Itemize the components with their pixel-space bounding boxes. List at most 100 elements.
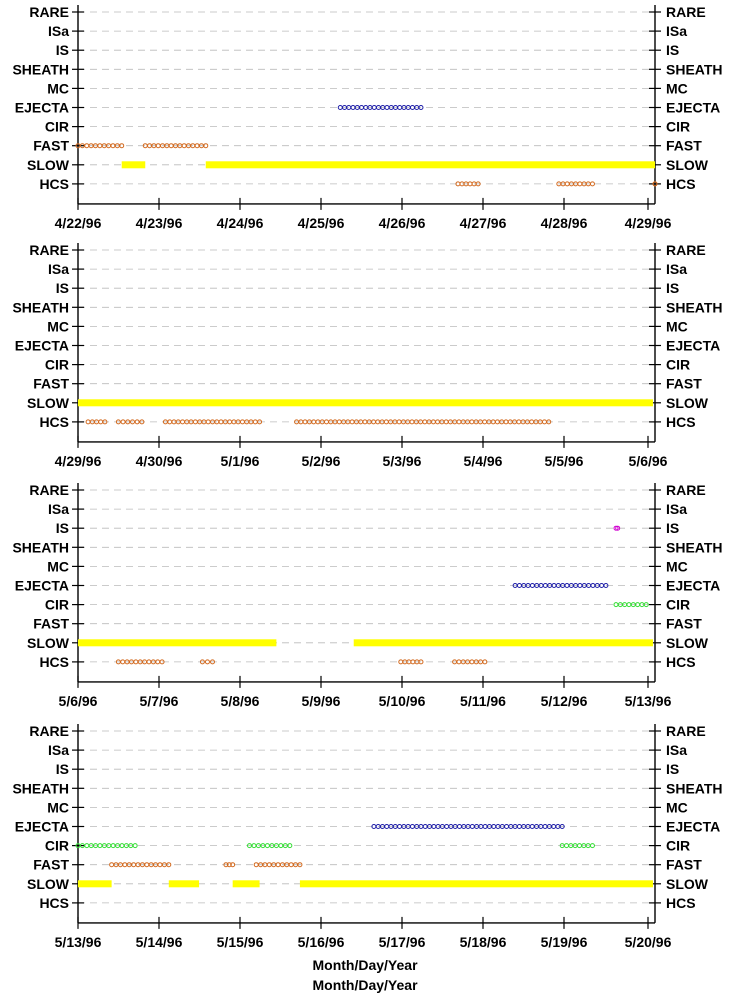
data-point	[541, 419, 547, 425]
data-point	[180, 419, 186, 425]
data-point	[257, 419, 263, 425]
y-tick-label: CIR	[45, 119, 69, 135]
data-point	[475, 181, 481, 187]
x-tick-label: 5/16/96	[298, 934, 345, 950]
x-tick-label: 4/29/96	[55, 453, 102, 469]
y-tick-label-right: SHEATH	[666, 299, 723, 315]
data-point	[396, 419, 402, 425]
x-tick-label: 5/6/96	[59, 693, 98, 709]
y-tick-label: RARE	[29, 242, 69, 258]
y-tick-label-right: MC	[666, 799, 688, 815]
y-tick-label: ISa	[48, 501, 69, 517]
y-tick-label-right: FAST	[666, 138, 702, 154]
x-tick-label: 5/20/96	[625, 934, 672, 950]
y-tick-label: FAST	[33, 138, 69, 154]
x-tick-label: 4/28/96	[541, 215, 588, 231]
data-point	[409, 824, 415, 829]
data-segment-slow	[232, 880, 260, 888]
y-tick-label: SLOW	[27, 635, 70, 651]
y-tick-label-right: HCS	[666, 895, 696, 911]
data-point	[652, 181, 658, 187]
data-point	[564, 843, 570, 849]
data-point	[230, 862, 236, 868]
data-point	[516, 824, 522, 829]
data-point	[504, 824, 510, 829]
data-point	[223, 862, 229, 868]
y-tick-label: EJECTA	[15, 338, 69, 354]
x-axis-label-repeat: Month/Day/Year	[312, 977, 418, 993]
data-point	[564, 583, 570, 588]
data-point	[226, 862, 232, 868]
y-tick-label-right: EJECTA	[666, 338, 720, 354]
x-tick-label: 4/24/96	[217, 215, 264, 231]
x-tick-label: 5/10/96	[379, 693, 426, 709]
y-tick-label: SHEATH	[12, 299, 69, 315]
data-point	[589, 181, 595, 187]
data-point	[209, 659, 215, 665]
y-tick-label-right: SHEATH	[666, 539, 723, 555]
y-tick-label-right: RARE	[666, 723, 706, 739]
data-point	[456, 419, 462, 425]
data-segment-slow	[78, 880, 112, 888]
y-tick-label: HCS	[39, 176, 69, 192]
data-point	[559, 824, 565, 829]
x-tick-label: 4/29/96	[625, 215, 672, 231]
data-point	[139, 419, 145, 425]
x-tick-label: 4/27/96	[460, 215, 507, 231]
y-tick-label: FAST	[33, 857, 69, 873]
y-tick-label: MC	[47, 558, 69, 574]
data-point	[482, 659, 488, 665]
data-point	[529, 419, 535, 425]
y-tick-label: SLOW	[27, 876, 70, 892]
data-point	[349, 419, 355, 425]
data-point	[418, 659, 424, 665]
data-point	[577, 181, 583, 187]
x-axis-label: Month/Day/Year	[312, 957, 418, 973]
data-point	[119, 143, 125, 149]
data-point	[132, 843, 138, 849]
data-point	[456, 824, 462, 829]
y-tick-label: RARE	[29, 482, 69, 498]
y-tick-label: RARE	[29, 723, 69, 739]
y-tick-label-right: IS	[666, 520, 679, 536]
y-tick-label: EJECTA	[15, 100, 69, 116]
x-tick-label: 4/26/96	[379, 215, 426, 231]
data-point	[102, 419, 108, 425]
data-point	[516, 583, 522, 588]
x-tick-label: 5/2/96	[302, 453, 341, 469]
y-tick-label: IS	[56, 280, 69, 296]
y-tick-label-right: EJECTA	[666, 819, 720, 835]
data-point	[529, 583, 535, 588]
data-segment-slow	[78, 639, 277, 647]
data-segment-slow	[168, 880, 200, 888]
y-tick-label: HCS	[39, 895, 69, 911]
x-tick-label: 4/25/96	[298, 215, 345, 231]
y-tick-label: ISa	[48, 261, 69, 277]
data-point	[134, 419, 140, 425]
data-segment-slow	[78, 399, 653, 407]
data-point	[529, 824, 535, 829]
data-point	[203, 143, 209, 149]
data-point	[168, 143, 174, 149]
y-tick-label: SHEATH	[12, 61, 69, 77]
data-point	[469, 659, 475, 665]
data-point	[337, 105, 343, 110]
y-tick-label-right: IS	[666, 42, 679, 58]
y-tick-label: IS	[56, 42, 69, 58]
data-point	[397, 824, 403, 829]
x-tick-label: 5/1/96	[221, 453, 260, 469]
x-tick-label: 5/4/96	[464, 453, 503, 469]
y-tick-label-right: CIR	[666, 119, 690, 135]
data-point	[239, 419, 245, 425]
x-tick-label: 5/8/96	[221, 693, 260, 709]
y-tick-label: FAST	[33, 616, 69, 632]
data-segment-slow	[353, 639, 653, 647]
x-tick-label: 5/13/96	[55, 934, 102, 950]
x-tick-label: 5/5/96	[545, 453, 584, 469]
x-tick-label: 5/7/96	[140, 693, 179, 709]
y-tick-label-right: IS	[666, 280, 679, 296]
data-point	[516, 419, 522, 425]
data-point	[336, 419, 342, 425]
data-point	[204, 659, 210, 665]
y-tick-label-right: MC	[666, 558, 688, 574]
